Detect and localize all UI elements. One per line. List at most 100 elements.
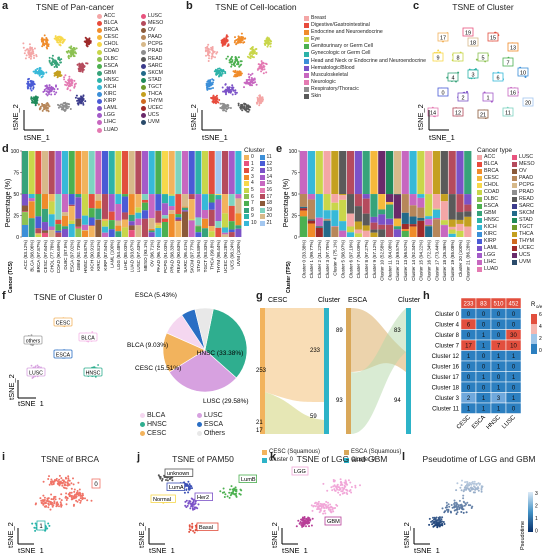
bar-segment bbox=[95, 200, 102, 209]
legend-label: MESO bbox=[519, 161, 535, 167]
bar-segment bbox=[82, 194, 89, 216]
scatter-point bbox=[253, 52, 256, 55]
bar-segment bbox=[48, 151, 55, 195]
bar-segment bbox=[62, 226, 69, 229]
bar-segment bbox=[195, 217, 202, 226]
scatter-point bbox=[211, 53, 214, 56]
svg-text:0: 0 bbox=[94, 482, 98, 488]
heat-value: 1 bbox=[482, 344, 486, 350]
bar-segment bbox=[228, 205, 235, 222]
panel-j-xlabel: tSNE_1 bbox=[149, 546, 175, 554]
scatter-point bbox=[431, 523, 434, 526]
scatter-point bbox=[223, 38, 226, 41]
scatter-point bbox=[329, 508, 332, 511]
scatter-point bbox=[90, 499, 93, 502]
scatter-point bbox=[297, 519, 300, 522]
bar-segment bbox=[35, 233, 42, 235]
scatter-point bbox=[48, 86, 51, 89]
x-tick-label: LGG (84.48%) bbox=[116, 240, 121, 270]
x-tick-label: THCA (99.8%) bbox=[210, 240, 215, 270]
scatter-point bbox=[67, 479, 70, 482]
bar-segment bbox=[393, 226, 402, 230]
svg-text:18: 18 bbox=[470, 41, 476, 47]
bar-segment bbox=[42, 230, 49, 233]
panel-f-ylabel: tSNE_2 bbox=[8, 374, 16, 400]
scatter-point bbox=[331, 506, 334, 509]
scatter-point bbox=[186, 504, 189, 507]
cluster-label: LGG bbox=[291, 466, 309, 476]
bar-segment bbox=[168, 206, 175, 211]
scatter-point bbox=[240, 63, 243, 66]
bar-segment bbox=[182, 207, 189, 211]
scatter-point bbox=[51, 505, 54, 508]
heat-value: 0 bbox=[467, 333, 471, 339]
panel-letter-h: h bbox=[423, 290, 430, 302]
legend-swatch bbox=[97, 106, 102, 112]
scatter-point bbox=[354, 484, 357, 487]
scatter-point bbox=[222, 107, 225, 110]
bar-segment bbox=[182, 194, 189, 207]
scatter-point bbox=[317, 507, 320, 510]
bar-segment bbox=[215, 151, 222, 195]
bar-segment bbox=[323, 151, 331, 195]
bar-segment bbox=[128, 221, 135, 226]
legend-swatch bbox=[512, 162, 517, 167]
scatter-point bbox=[313, 504, 315, 507]
legend-swatch bbox=[262, 457, 267, 463]
legend-label: BLCA bbox=[147, 412, 166, 419]
scatter-point bbox=[339, 478, 342, 481]
scatter-point bbox=[249, 82, 252, 85]
scatter-point bbox=[329, 503, 332, 506]
legend-swatch bbox=[512, 176, 517, 181]
bar-segment bbox=[75, 197, 82, 219]
scatter-point bbox=[184, 504, 187, 507]
legend-label: 9 bbox=[251, 213, 254, 220]
panel-e-bars bbox=[300, 151, 472, 237]
bar-segment bbox=[22, 205, 29, 212]
bar-segment bbox=[22, 211, 29, 213]
scatter-point bbox=[223, 496, 226, 498]
legend-swatch bbox=[97, 70, 102, 76]
legend-item: Cluster 0 bbox=[262, 456, 340, 464]
bar-segment bbox=[62, 228, 69, 237]
scatter-point bbox=[237, 61, 240, 64]
legend-item: CESC bbox=[140, 429, 193, 438]
bar-segment bbox=[401, 194, 409, 213]
bar-segment bbox=[22, 151, 29, 194]
legend-swatch bbox=[259, 207, 265, 213]
scatter-point bbox=[227, 43, 230, 46]
scatter-point bbox=[461, 479, 463, 482]
bar-segment bbox=[409, 205, 417, 217]
scatter-point bbox=[188, 530, 191, 533]
bar-segment bbox=[148, 151, 155, 195]
legend-swatch bbox=[512, 260, 517, 265]
bar-segment bbox=[75, 226, 82, 229]
scatter-point bbox=[469, 489, 472, 492]
bar-segment bbox=[378, 151, 386, 195]
legend-label: 1 bbox=[251, 160, 254, 167]
scatter-point bbox=[231, 60, 234, 63]
bar-segment bbox=[354, 233, 362, 237]
scatter-point bbox=[72, 496, 75, 498]
legend-label: LIHC bbox=[104, 119, 116, 126]
scatter-point bbox=[64, 74, 67, 77]
bar-segment bbox=[68, 224, 75, 237]
scatter-point bbox=[248, 105, 251, 108]
bar-segment bbox=[168, 151, 175, 195]
scatter-point bbox=[242, 41, 245, 44]
legend-item: PAAD bbox=[512, 175, 545, 182]
scatter-point bbox=[323, 510, 326, 513]
panel-g-left-label: CESC bbox=[268, 297, 287, 304]
scatter-point bbox=[45, 500, 48, 502]
scatter-point bbox=[29, 49, 32, 52]
scatter-point bbox=[69, 494, 72, 497]
legend-item: SKCM bbox=[512, 210, 545, 217]
cluster-label: 4 bbox=[447, 72, 459, 82]
scatter-point bbox=[67, 105, 70, 108]
bar-segment bbox=[142, 151, 149, 195]
scatter-point bbox=[55, 36, 58, 39]
legend-swatch bbox=[244, 174, 249, 180]
scatter-point bbox=[251, 51, 254, 54]
bar-segment bbox=[62, 194, 69, 213]
scatter-point bbox=[317, 500, 320, 503]
